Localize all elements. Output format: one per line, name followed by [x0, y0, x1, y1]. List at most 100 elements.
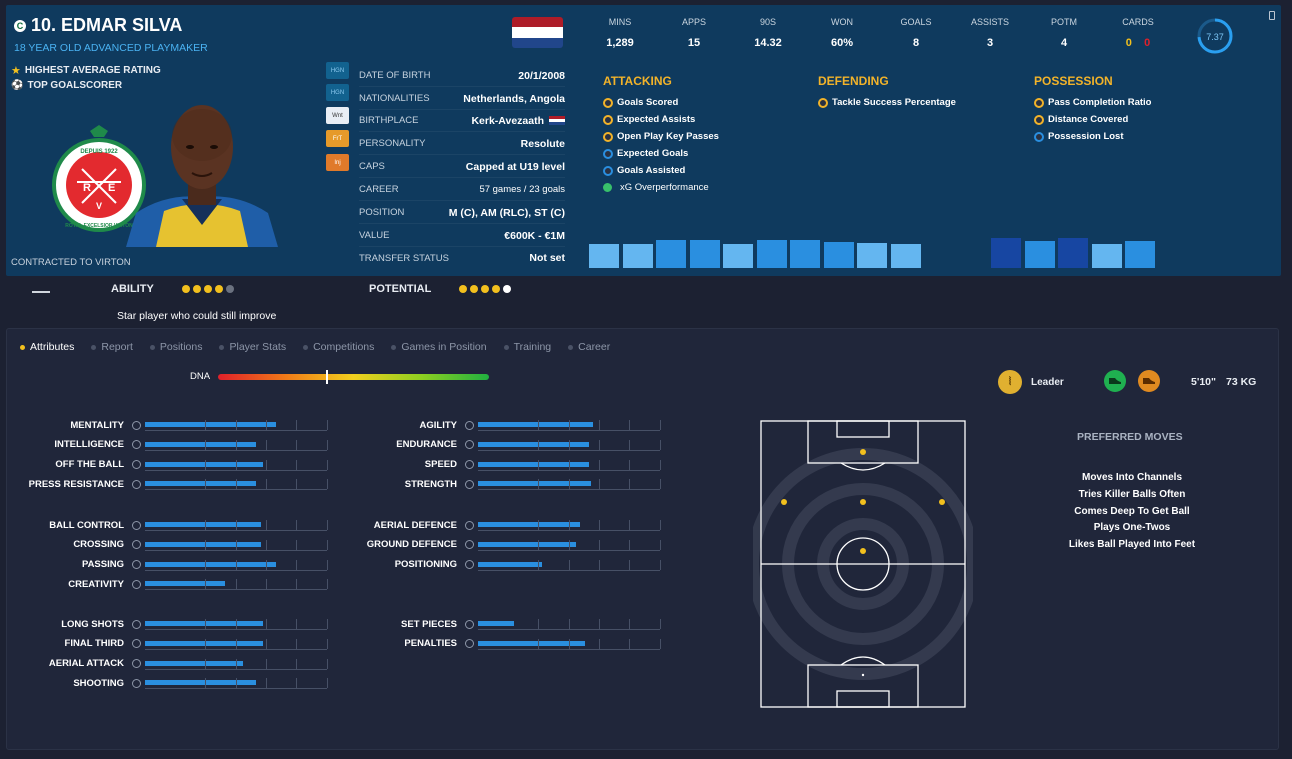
info-value[interactable]: Not set [529, 252, 565, 264]
attribute-bar [145, 459, 328, 471]
attribute-row[interactable]: STRENGTH [340, 477, 661, 491]
attribute-row[interactable]: PRESS RESISTANCE [7, 477, 328, 491]
tab-attributes[interactable]: Attributes [20, 341, 74, 353]
kpi-possession-title: POSSESSION [1034, 74, 1113, 88]
attribute-bar-tick [659, 439, 661, 450]
kpi-item[interactable]: Expected Assists [603, 114, 719, 125]
height-value: 5'10" [1191, 376, 1216, 388]
attribute-trend-icon [132, 520, 141, 530]
attribute-bar-tick [296, 638, 298, 649]
status-tag-hgn[interactable]: HGN [326, 84, 349, 101]
tab-player-stats[interactable]: Player Stats [219, 341, 286, 353]
attribute-bar-fill [478, 481, 591, 487]
preferred-move: Plays One-Twos [1093, 522, 1171, 534]
attribute-bar-tick [538, 539, 540, 550]
kpi-item[interactable]: Open Play Key Passes [603, 131, 719, 142]
attribute-row[interactable]: OFF THE BALL [7, 458, 328, 472]
leader-trait[interactable]: ⦚ Leader [998, 370, 1064, 394]
attribute-bar [145, 618, 328, 630]
status-tag-first-team[interactable]: FrT [326, 130, 349, 147]
player-name[interactable]: C 10. EDMAR SILVA [14, 15, 182, 36]
attribute-bar-tick [326, 459, 328, 470]
attribute-bar-tick [205, 459, 207, 470]
kpi-item[interactable]: Distance Covered [1034, 114, 1151, 125]
preferred-move: Moves Into Channels [1081, 472, 1182, 483]
status-tag-wanted[interactable]: Wnt [326, 107, 349, 124]
attribute-row[interactable]: SPEED [340, 458, 661, 472]
status-tag-injury[interactable]: Inj [326, 154, 349, 171]
attribute-row[interactable]: PASSING [7, 558, 328, 572]
attribute-name: AGILITY [419, 419, 457, 431]
attribute-bar-tick [629, 459, 631, 470]
attribute-trend-icon [132, 560, 141, 570]
tab-positions[interactable]: Positions [150, 341, 203, 353]
stat-potm: POTM 4 [1034, 17, 1094, 49]
attribute-row[interactable]: POSITIONING [340, 558, 661, 572]
kpi-item[interactable]: Goals Assisted [603, 165, 719, 176]
attribute-bar-tick [235, 459, 237, 470]
clipboard-icon[interactable] [1269, 11, 1275, 20]
tab-training[interactable]: Training [504, 341, 552, 353]
attribute-trend-icon [465, 520, 474, 530]
tab-games-in-position[interactable]: Games in Position [391, 341, 486, 353]
attribute-bar-tick [568, 479, 570, 490]
tab-competitions[interactable]: Competitions [303, 341, 374, 353]
kpi-item[interactable]: Pass Completion Ratio [1034, 97, 1151, 108]
attribute-bar-tick [326, 439, 328, 450]
attribute-bar-tick [265, 479, 267, 490]
attribute-row[interactable]: SHOOTING [7, 676, 328, 690]
info-value: Resolute [520, 137, 565, 150]
attribute-name: SHOOTING [73, 677, 124, 689]
attribute-row[interactable]: CROSSING [7, 538, 328, 552]
attribute-row[interactable]: BALL CONTROL [7, 518, 328, 532]
position-pitch[interactable] [753, 419, 973, 709]
info-label: CAPS [359, 161, 385, 172]
attribute-row[interactable]: LONG SHOTS [7, 617, 328, 631]
attribute-name: CROSSING [73, 539, 124, 551]
attribute-bar-tick [265, 559, 267, 570]
attribute-bar-tick [326, 559, 328, 570]
status-tag-hgn[interactable]: HGN [326, 62, 349, 79]
kpi-item[interactable]: xG Overperformance [603, 182, 719, 193]
kpi-indicator-icon [603, 183, 612, 192]
info-label: CAREER [359, 184, 399, 195]
form-bar [1058, 238, 1088, 268]
attribute-row[interactable]: AGILITY [340, 418, 661, 432]
attribute-row[interactable]: ENDURANCE [340, 438, 661, 452]
info-value[interactable]: Netherlands, Angola [463, 92, 565, 105]
crest-letter: V [96, 201, 102, 211]
kpi-indicator-icon [603, 114, 613, 125]
average-rating-ring[interactable]: 7.37 [1196, 17, 1234, 55]
attribute-row[interactable]: FINAL THIRD [7, 637, 328, 651]
info-row-value: VALUE €600K - €1M [359, 225, 565, 247]
tab-report[interactable]: Report [91, 341, 133, 353]
attribute-name: CREATIVITY [68, 578, 124, 590]
kpi-item[interactable]: Goals Scored [603, 97, 719, 108]
kpi-item[interactable]: Expected Goals [603, 148, 719, 159]
attribute-bar-tick [659, 420, 661, 430]
attribute-row[interactable]: INTELLIGENCE [7, 438, 328, 452]
attribute-row[interactable]: MENTALITY [7, 418, 328, 432]
attribute-bar-tick [629, 420, 631, 430]
collapse-dash-icon[interactable] [32, 291, 50, 293]
kpi-item[interactable]: Tackle Success Percentage [818, 97, 956, 108]
ability-description: Star player who could still improve [117, 310, 277, 322]
info-label: DATE OF BIRTH [359, 70, 431, 81]
preferred-move: Tries Killer Balls Often [1078, 488, 1186, 500]
form-bar [622, 244, 653, 268]
attribute-row[interactable]: CREATIVITY [7, 577, 328, 591]
kpi-label: Tackle Success Percentage [832, 97, 956, 108]
info-value[interactable]: Kerk-Avezaath [471, 115, 565, 127]
average-rating-value: 7.37 [1206, 32, 1224, 42]
attribute-bar-tick [326, 420, 328, 430]
attribute-row[interactable]: AERIAL DEFENCE [340, 518, 661, 532]
attribute-row[interactable]: GROUND DEFENCE [340, 538, 661, 552]
attribute-row[interactable]: AERIAL ATTACK [7, 657, 328, 671]
attribute-bar-tick [568, 459, 570, 470]
tab-career[interactable]: Career [568, 341, 610, 353]
kpi-indicator-icon [1034, 97, 1044, 108]
attribute-bar-tick [538, 638, 540, 649]
kpi-item[interactable]: Possession Lost [1034, 131, 1151, 142]
attribute-row[interactable]: PENALTIES [340, 637, 661, 651]
attribute-row[interactable]: SET PIECES [340, 617, 661, 631]
